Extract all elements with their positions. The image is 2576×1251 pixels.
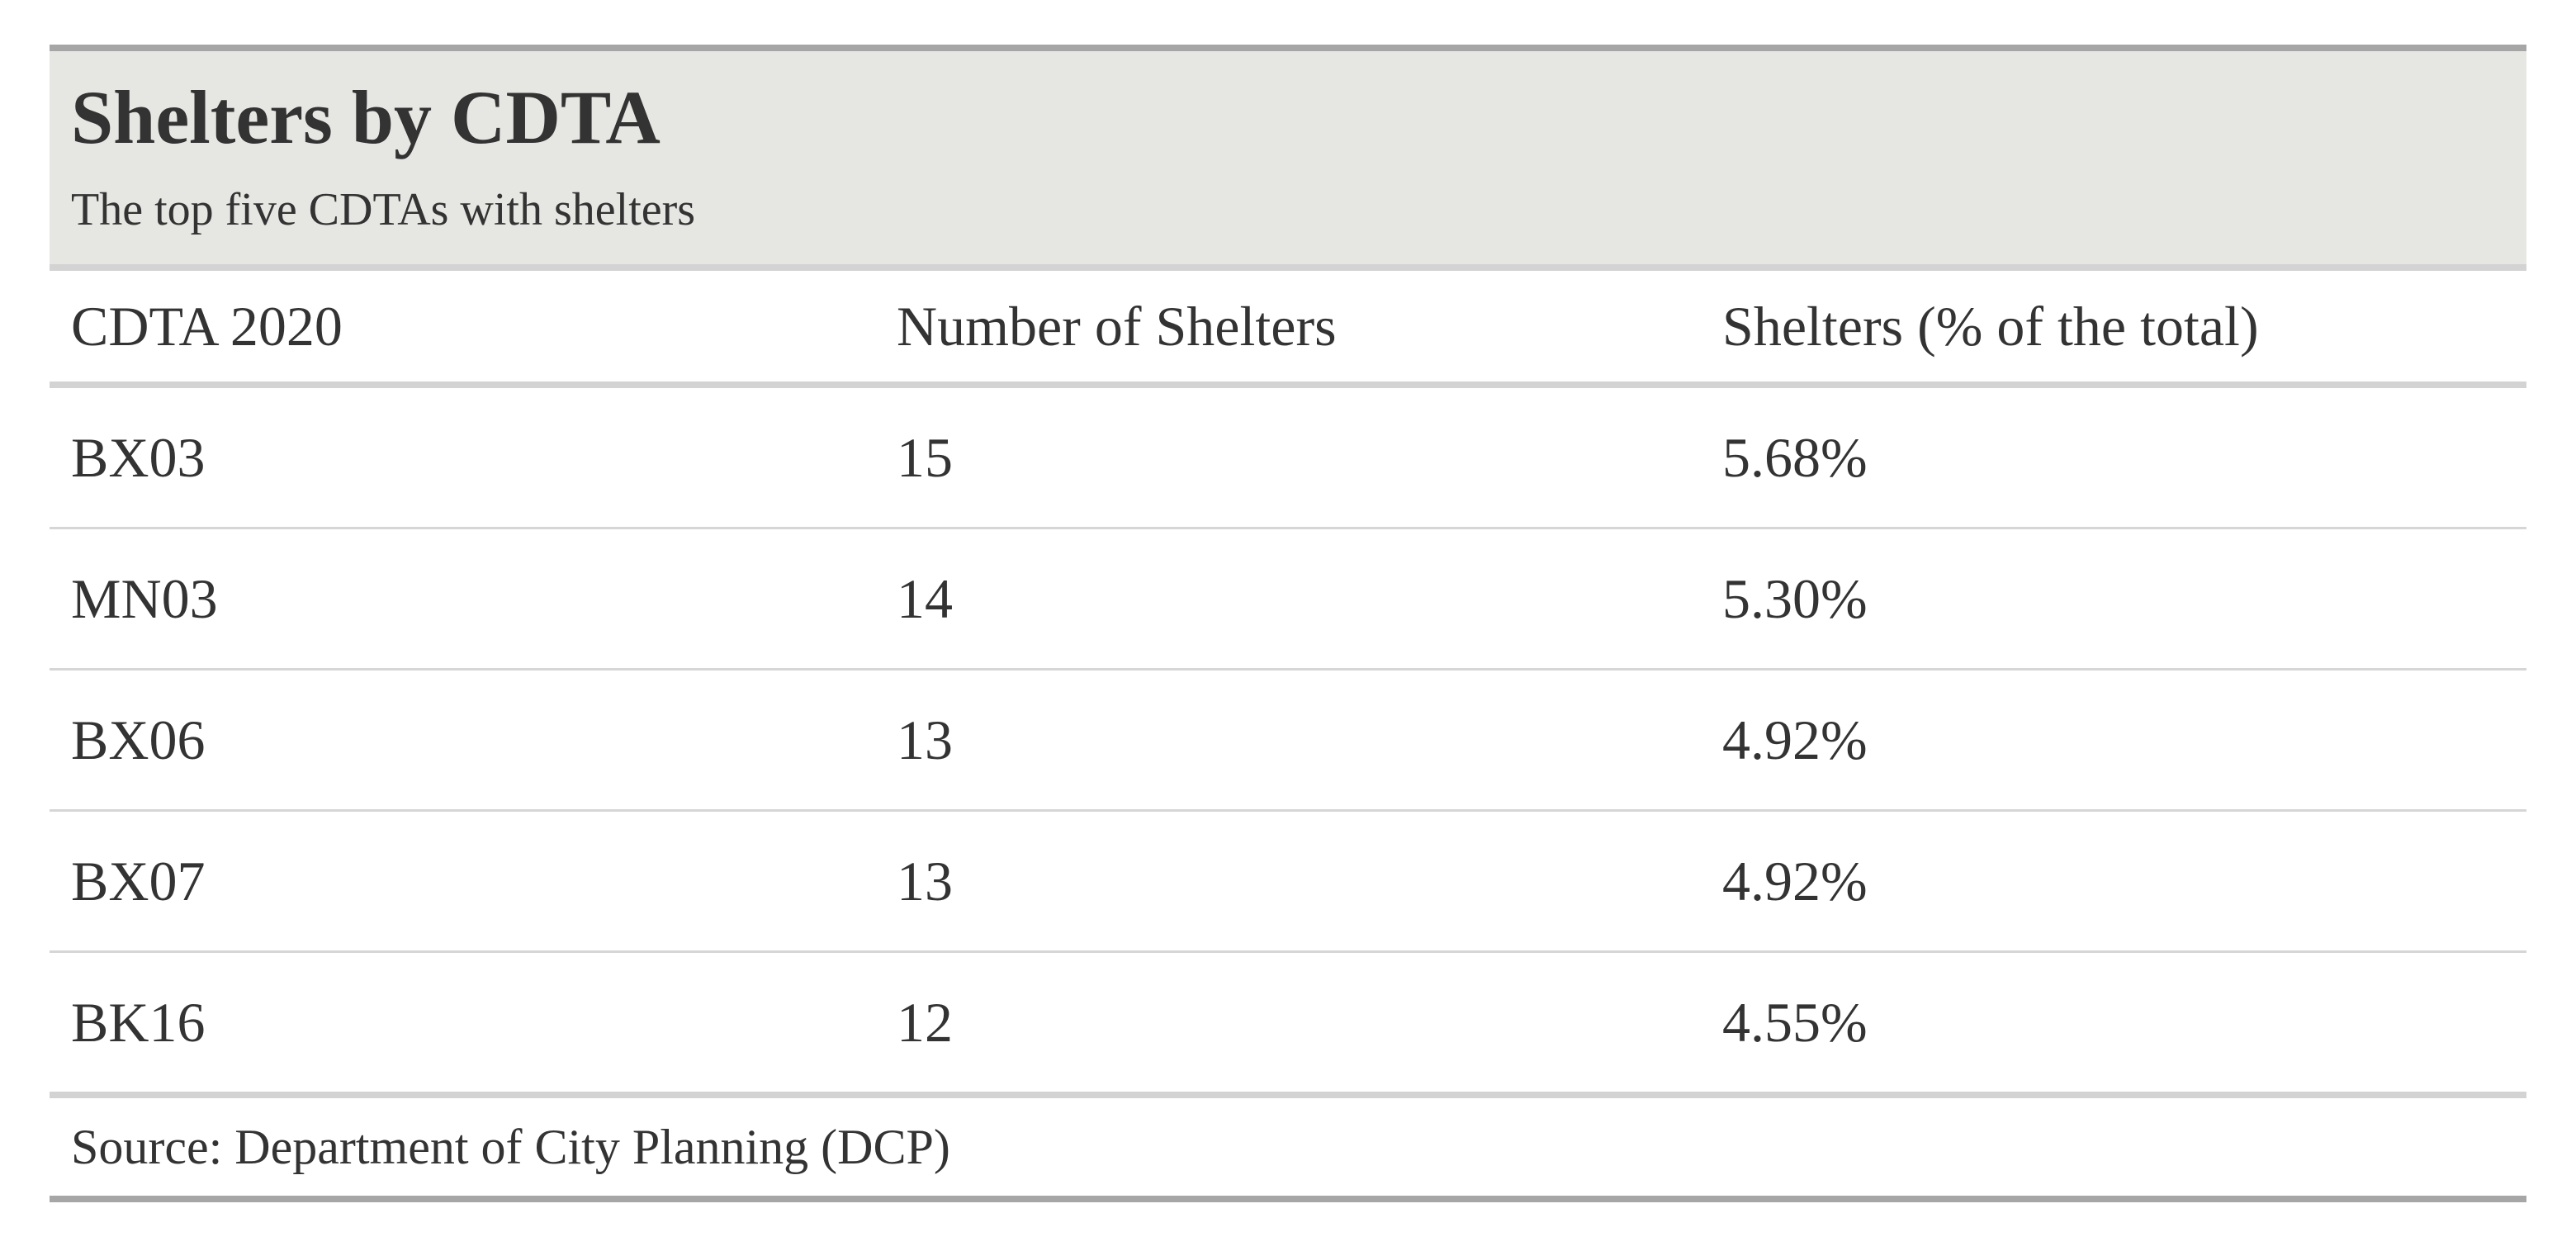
source-note: Source: Department of City Planning (DCP…: [71, 1120, 950, 1174]
percent-cell: 4.55%: [1722, 991, 1868, 1054]
table-row: BX07 13 4.92%: [50, 812, 2526, 950]
table-row: MN03 14 5.30%: [50, 529, 2526, 668]
table-row: BK16 12 4.55%: [50, 953, 2526, 1092]
cdta-cell: BX07: [71, 850, 206, 912]
column-header-percent: Shelters (% of the total): [1722, 295, 2259, 358]
title-divider: [50, 264, 2526, 271]
number-cell: 13: [897, 708, 953, 771]
source-row: Source: Department of City Planning (DCP…: [50, 1098, 2526, 1196]
column-header-number: Number of Shelters: [897, 295, 1337, 358]
row-divider: [50, 527, 2526, 529]
title-block: Shelters by CDTA The top five CDTAs with…: [50, 51, 2526, 264]
shelters-table: Shelters by CDTA The top five CDTAs with…: [50, 45, 2526, 1202]
table-title: Shelters by CDTA: [71, 75, 661, 159]
top-border: [50, 45, 2526, 51]
table-row: BX06 13 4.92%: [50, 671, 2526, 809]
table-row: BX03 15 5.68%: [50, 388, 2526, 527]
row-divider: [50, 668, 2526, 671]
number-cell: 12: [897, 991, 953, 1054]
number-cell: 14: [897, 567, 953, 630]
number-cell: 15: [897, 426, 953, 489]
table-subtitle: The top five CDTAs with shelters: [71, 184, 696, 235]
footer-divider: [50, 1092, 2526, 1098]
cdta-cell: BK16: [71, 991, 206, 1054]
row-divider: [50, 809, 2526, 812]
header-divider: [50, 381, 2526, 388]
column-header-cdta: CDTA 2020: [71, 295, 343, 358]
percent-cell: 4.92%: [1722, 850, 1868, 912]
cdta-cell: MN03: [71, 567, 218, 630]
row-divider: [50, 950, 2526, 953]
percent-cell: 4.92%: [1722, 708, 1868, 771]
percent-cell: 5.68%: [1722, 426, 1868, 489]
bottom-border: [50, 1196, 2526, 1202]
cdta-cell: BX03: [71, 426, 206, 489]
header-row: CDTA 2020 Number of Shelters Shelters (%…: [50, 271, 2526, 381]
number-cell: 13: [897, 850, 953, 912]
cdta-cell: BX06: [71, 708, 206, 771]
percent-cell: 5.30%: [1722, 567, 1868, 630]
